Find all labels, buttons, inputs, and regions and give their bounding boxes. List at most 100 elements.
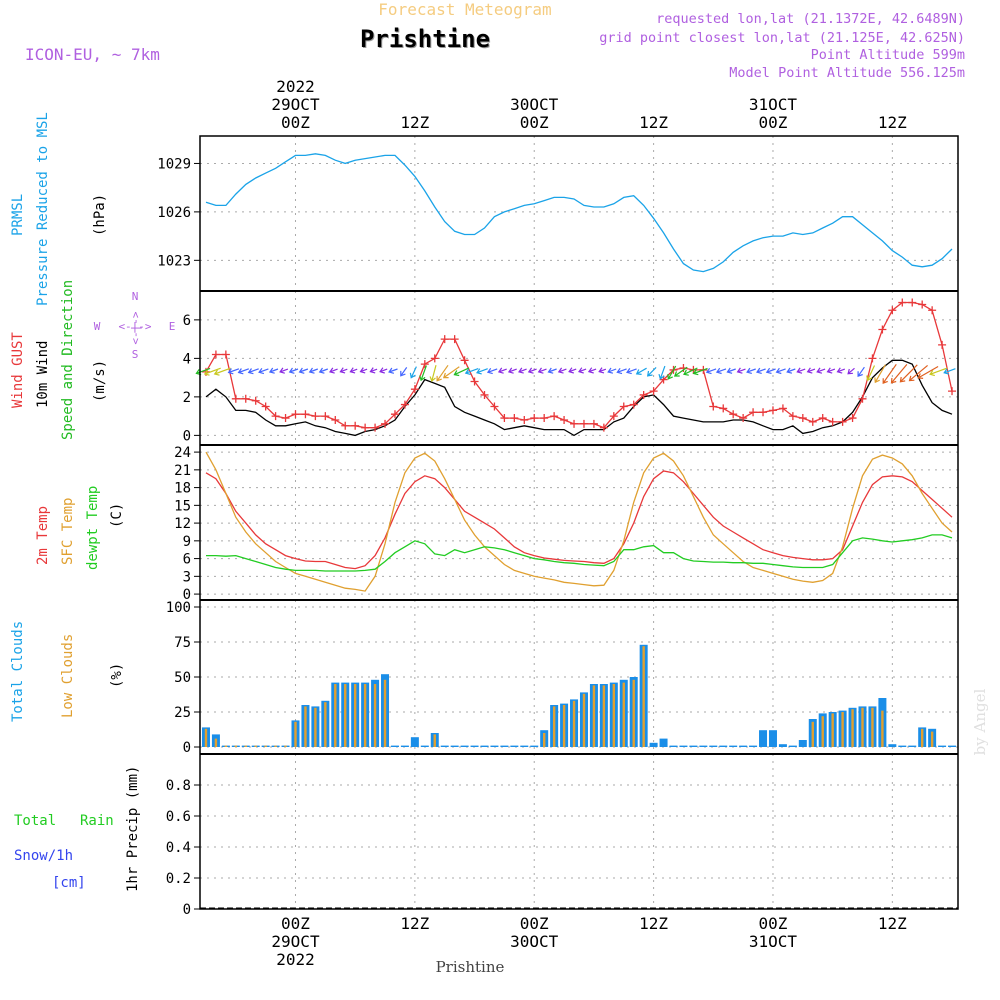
point-altitude: Point Altitude 599m	[811, 47, 965, 63]
pressure-label-line2: Pressure Reduced to MSL	[35, 112, 51, 306]
wind-unit: (m/s)	[92, 360, 108, 402]
ytick-label-temperature: 24	[174, 445, 191, 461]
gust-marker	[430, 354, 439, 363]
top-time-label: 12Z	[639, 113, 668, 132]
wind-direction-arrow	[453, 367, 470, 377]
gust-marker	[948, 387, 957, 396]
gust-marker	[241, 394, 250, 403]
ytick-label-wind: 6	[183, 313, 191, 329]
top-time-label: 30OCT	[510, 95, 559, 114]
wind-direction-arrow	[635, 367, 647, 375]
wind-direction-arrow	[258, 367, 269, 375]
wind-direction-arrow	[816, 367, 826, 374]
low-clouds-bar	[334, 684, 337, 747]
wind-direction-arrow	[899, 364, 918, 383]
ytick-label-pressure: 1023	[157, 253, 191, 269]
gust-marker	[798, 414, 807, 423]
wind-direction-arrow	[836, 367, 846, 374]
ytick-label-clouds: 100	[166, 600, 191, 616]
low-clouds-bar	[542, 733, 546, 747]
bottom-time-label: 12Z	[639, 914, 668, 933]
pressure-unit: (hPa)	[92, 194, 108, 236]
wind-direction-arrow	[673, 366, 688, 377]
total-clouds-bar	[948, 745, 957, 747]
ytick-label-clouds: 25	[174, 705, 191, 721]
gust-marker	[609, 412, 618, 421]
low-clouds-bar	[920, 728, 924, 747]
compass-e: E	[169, 320, 176, 333]
gust-marker	[510, 414, 519, 423]
temp-dewpt-label: dewpt Temp	[85, 486, 101, 570]
low-clouds-bar	[234, 745, 238, 747]
wind-direction-arrow	[308, 367, 319, 374]
low-clouds-bar	[881, 710, 884, 747]
wind-direction-arrow	[943, 368, 956, 375]
wind-direction-arrow	[359, 367, 368, 374]
wind-direction-arrow	[882, 363, 897, 384]
wind-direction-arrow	[349, 367, 358, 374]
wind-direction-arrow	[537, 367, 547, 374]
panel-precipitation: 0 0.2 0.4 0.6 0.8	[166, 754, 958, 918]
compass-ns-arrows: <-|->	[129, 311, 142, 344]
wind-direction-arrow	[806, 367, 816, 374]
wind-direction-arrow	[409, 366, 417, 379]
low-clouds-bar	[214, 738, 218, 747]
compass-w: W	[94, 320, 101, 333]
ytick-label-pressure: 1029	[157, 156, 191, 172]
low-clouds-bar	[324, 702, 327, 747]
total-clouds-bar	[450, 745, 459, 747]
ytick-label-temperature: 6	[183, 552, 191, 568]
gust-marker	[579, 419, 588, 428]
location-title-shadow: Prishtine	[361, 26, 491, 54]
gust-marker	[500, 414, 509, 423]
wind-gust-label: Wind GUST	[10, 332, 26, 408]
low-clouds-bar	[314, 707, 317, 747]
gust-marker	[311, 412, 320, 421]
total-clouds-bar	[649, 742, 658, 747]
wind-direction-arrow	[786, 367, 796, 374]
top-time-label: 31OCT	[749, 95, 798, 114]
total-clouds-bar	[749, 745, 758, 747]
wind-direction-arrow	[442, 366, 460, 379]
gust-marker	[371, 423, 380, 432]
gust-marker	[321, 412, 330, 421]
precip-snow-label: Snow/1h	[14, 848, 73, 864]
wind-direction-arrow	[203, 367, 221, 376]
gust-marker	[709, 402, 718, 411]
gust-marker	[838, 417, 847, 426]
bottom-time-label: 12Z	[878, 914, 907, 933]
total-clouds-bar	[788, 745, 797, 747]
gust-marker	[291, 410, 300, 419]
gust-marker	[928, 306, 937, 315]
total-clouds-bar	[759, 730, 768, 747]
wind-direction-arrow	[765, 367, 776, 374]
model-altitude: Model Point Altitude 556.125m	[729, 65, 965, 81]
gust-marker	[351, 421, 360, 430]
ytick-label-precipitation: 0	[183, 902, 191, 918]
low-clouds-bar	[304, 706, 307, 747]
low-clouds-label: Low Clouds	[60, 634, 76, 718]
gust-marker	[301, 410, 310, 419]
total-clouds-bar	[798, 740, 807, 747]
gust-marker	[221, 350, 230, 359]
panel-clouds: 0 25 50 75 100	[166, 600, 958, 756]
total-clouds-bar	[490, 745, 499, 747]
low-clouds-bar	[592, 685, 596, 747]
wind-direction-arrow	[568, 367, 577, 374]
wind-direction-arrow	[683, 367, 698, 376]
gust-marker	[629, 400, 638, 409]
gust-marker	[470, 377, 479, 386]
wind-direction-arrow	[866, 365, 876, 382]
low-clouds-bar	[871, 707, 874, 747]
low-clouds-bar	[831, 713, 834, 747]
ytick-label-clouds: 75	[174, 635, 191, 651]
precip-total-label: Total	[14, 813, 56, 829]
low-clouds-bar	[294, 721, 297, 747]
precip-rain-label: Rain	[80, 813, 114, 829]
temp-dewpt-line	[206, 534, 953, 572]
wind-direction-arrow	[237, 368, 250, 375]
total-clouds-bar	[938, 745, 947, 747]
wind-direction-arrow	[329, 367, 338, 374]
gust-marker	[271, 412, 280, 421]
wind-direction-arrow	[857, 366, 865, 378]
